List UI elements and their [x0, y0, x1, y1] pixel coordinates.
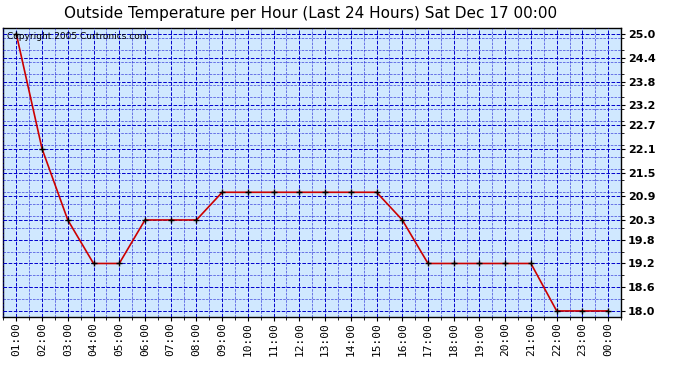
Text: Outside Temperature per Hour (Last 24 Hours) Sat Dec 17 00:00: Outside Temperature per Hour (Last 24 Ho…: [64, 6, 557, 21]
Text: Copyright 2005 Curtronics.com: Copyright 2005 Curtronics.com: [6, 33, 148, 42]
